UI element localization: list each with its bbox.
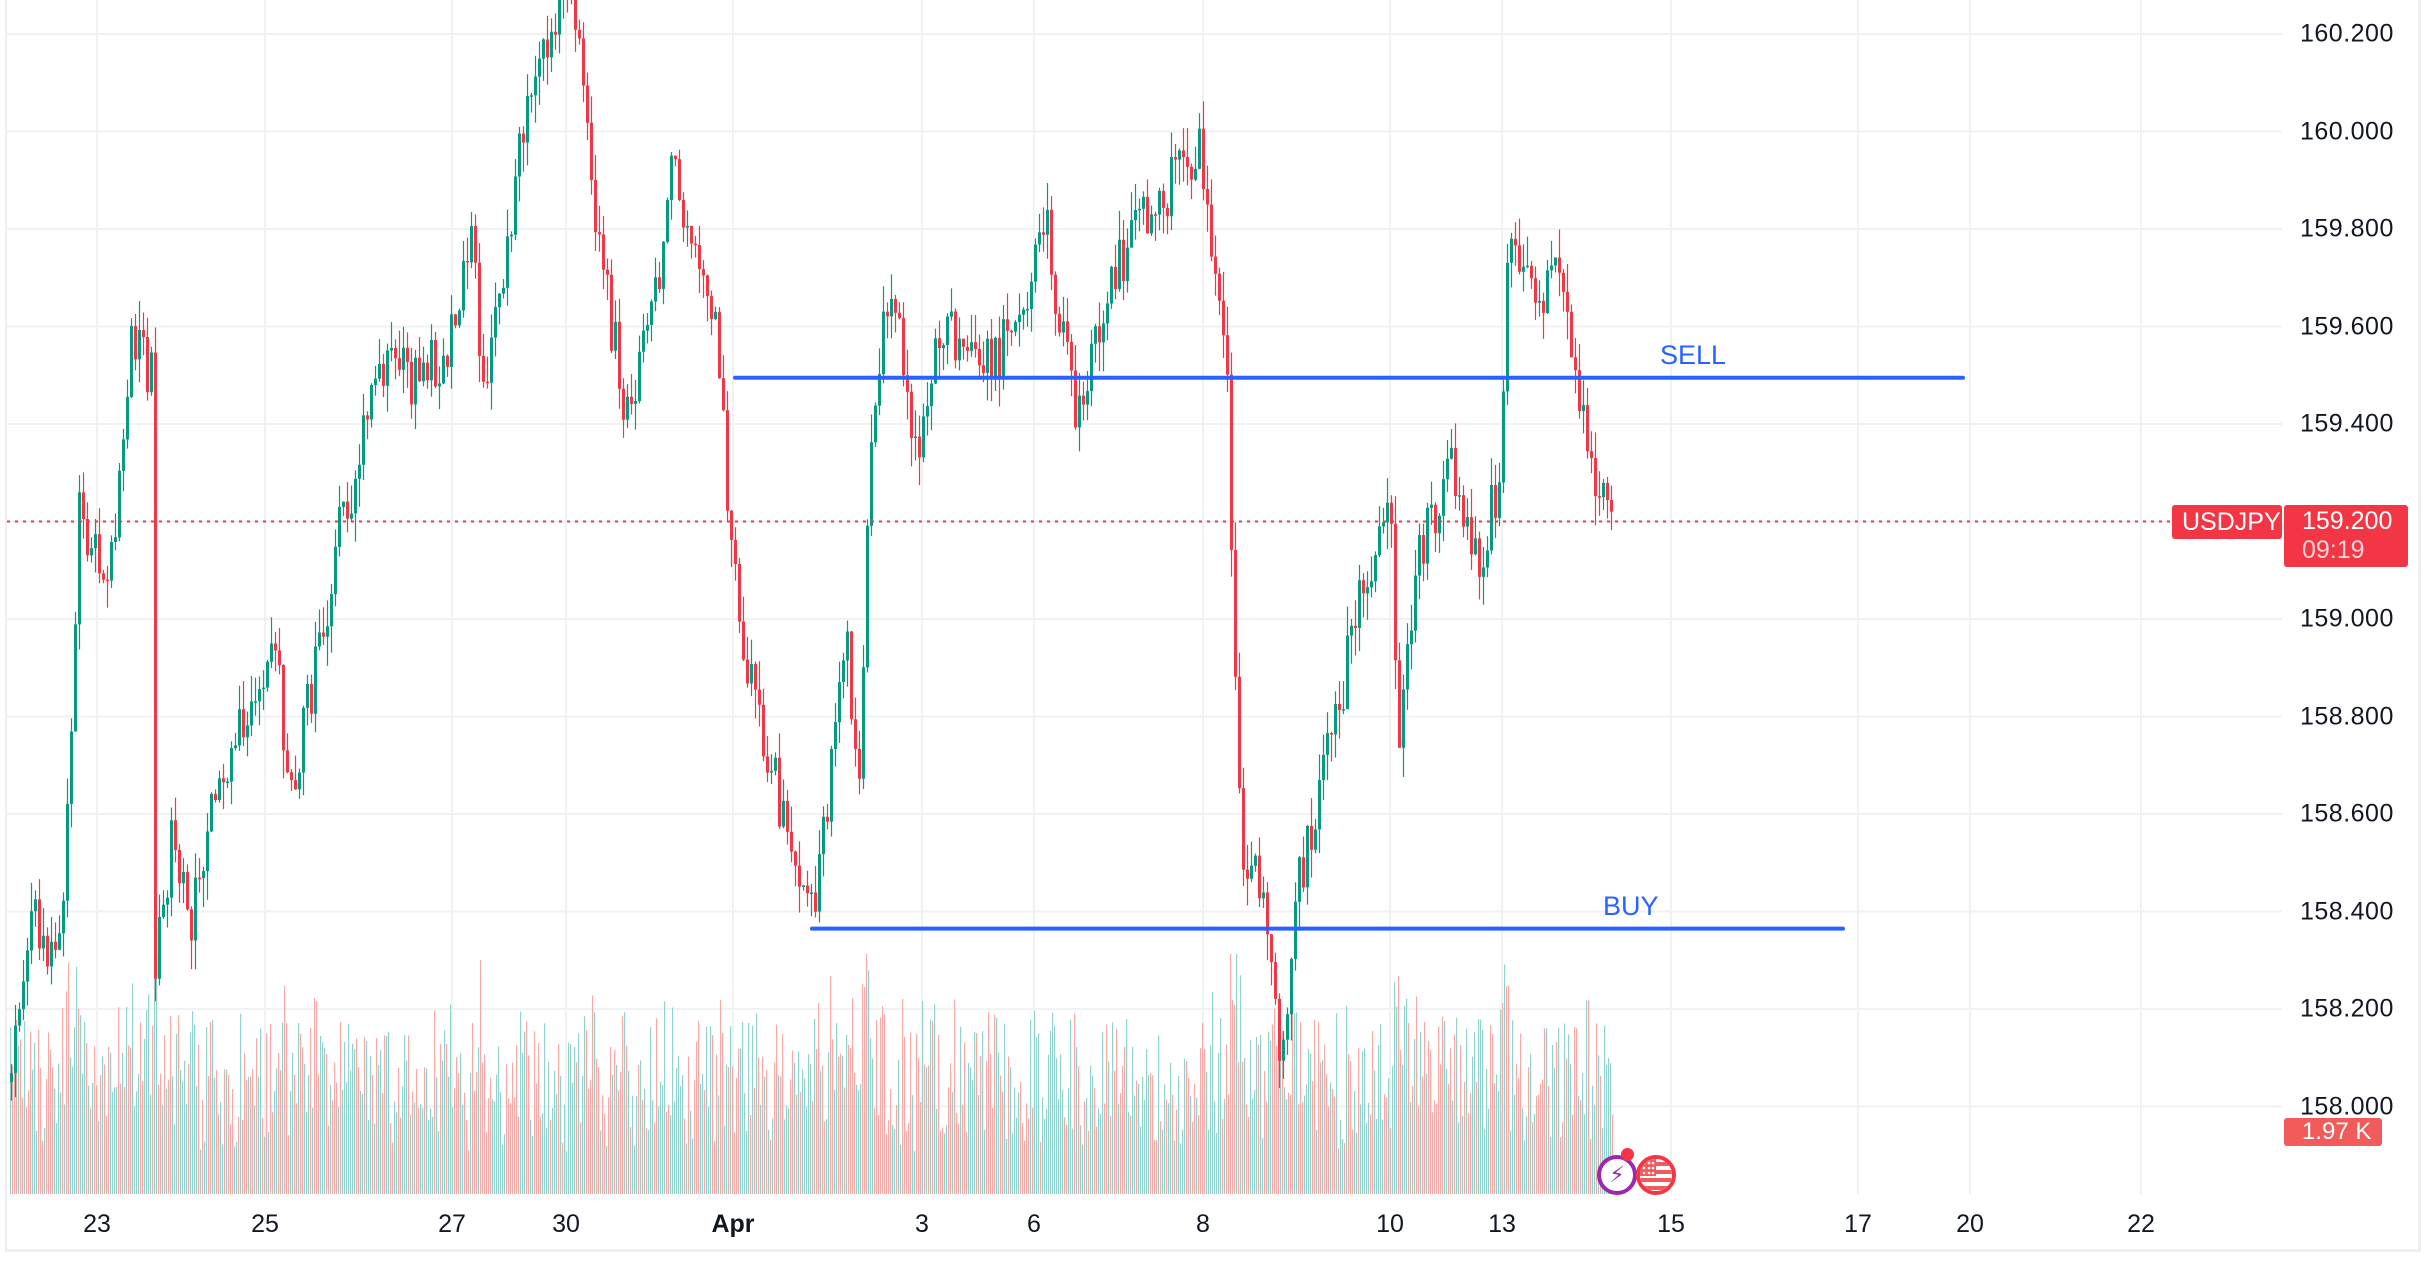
time-axis-label: 17 xyxy=(1844,1210,1872,1238)
time-axis-label: 20 xyxy=(1956,1210,1984,1238)
price-axis-label: 158.200 xyxy=(2300,994,2394,1023)
lightning-event-icon[interactable]: ⚡ xyxy=(1597,1155,1637,1195)
price-axis-border xyxy=(2418,0,2421,1252)
price-axis-label: 158.800 xyxy=(2300,702,2394,730)
volume-value-tag: 1.97 K xyxy=(2284,1118,2382,1146)
us-flag-icon[interactable] xyxy=(1636,1155,1676,1195)
time-axis-label: 3 xyxy=(915,1210,929,1238)
time-axis-label: Apr xyxy=(711,1210,755,1238)
price-axis-label: 159.800 xyxy=(2300,214,2394,243)
time-axis-border xyxy=(6,1249,2421,1252)
time-axis-label: 13 xyxy=(1488,1210,1516,1238)
time-axis-label: 10 xyxy=(1376,1210,1404,1238)
chart-left-border xyxy=(5,0,7,1252)
price-axis-label: 160.000 xyxy=(2300,117,2394,145)
time-axis-label: 22 xyxy=(2127,1210,2155,1238)
time-axis-label: 25 xyxy=(251,1210,279,1238)
time-axis-label: 30 xyxy=(552,1210,580,1238)
time-axis-label: 15 xyxy=(1657,1210,1685,1238)
candles xyxy=(10,0,1613,1101)
volume-bars xyxy=(10,954,1614,1194)
price-axis-label: 158.000 xyxy=(2300,1092,2394,1120)
price-axis-label: 158.600 xyxy=(2300,799,2394,828)
price-axis-label: 159.600 xyxy=(2300,312,2394,340)
last-price-tag: 159.200 09:19 xyxy=(2284,505,2408,567)
time-axis-label: 8 xyxy=(1196,1210,1210,1238)
event-notification-dot xyxy=(1621,1148,1634,1161)
time-axis-label: 6 xyxy=(1027,1210,1041,1238)
price-axis-label: 160.200 xyxy=(2300,19,2394,48)
time-axis-label: 27 xyxy=(438,1210,466,1238)
last-price-value: 159.200 xyxy=(2302,507,2393,535)
price-axis-label: 158.400 xyxy=(2300,897,2394,925)
bar-countdown: 09:19 xyxy=(2302,536,2365,564)
symbol-price-tag: USDJPY xyxy=(2172,505,2282,539)
price-axis-label: 159.400 xyxy=(2300,409,2394,438)
price-axis-label: 159.000 xyxy=(2300,604,2394,633)
sell-level-label[interactable]: SELL xyxy=(1660,339,1727,370)
buy-level-label[interactable]: BUY xyxy=(1603,890,1659,921)
time-axis-label: 23 xyxy=(83,1210,111,1238)
